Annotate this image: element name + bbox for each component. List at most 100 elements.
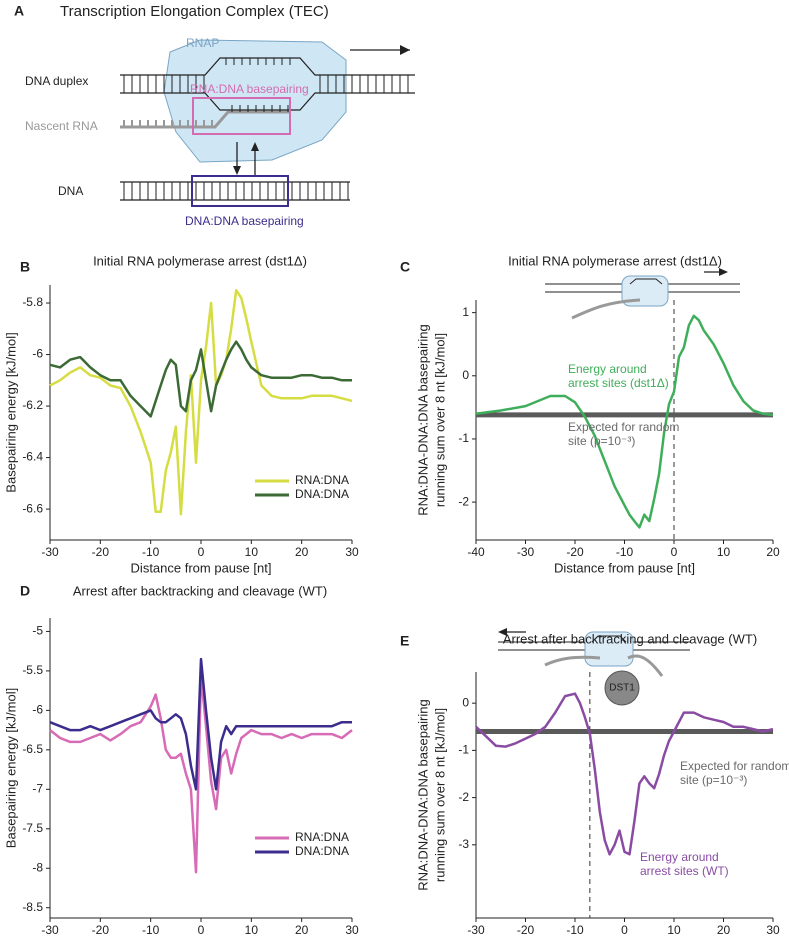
series-line	[475, 314, 774, 529]
icon-rnap	[621, 275, 669, 307]
x-tick-label: -10	[142, 545, 160, 559]
nascent-rna-label: Nascent RNA	[25, 119, 98, 133]
dna-dna-label: DNA:DNA basepairing	[185, 214, 304, 228]
y-tick-label: -7	[32, 781, 43, 795]
annotation: Energy around	[568, 362, 647, 376]
y-tick-label: -2	[458, 790, 469, 804]
y-tick-label: -1	[458, 743, 469, 757]
nascent-rna-strand	[120, 110, 290, 129]
x-tick-label: 0	[621, 923, 628, 937]
backtrack-icon	[498, 628, 690, 706]
panel-letter: A	[14, 3, 24, 19]
y-tick-label: -6.2	[22, 398, 43, 412]
x-tick-label: 20	[295, 545, 309, 559]
chart-title: Arrest after backtracking and cleavage (…	[73, 583, 327, 598]
annotation: site (p=10⁻³)	[568, 434, 635, 448]
base-ticks	[123, 58, 409, 200]
dna-strand	[120, 57, 415, 76]
x-tick-label: 10	[245, 923, 259, 937]
diagram-title: Transcription Elongation Complex (TEC)	[60, 3, 329, 20]
y-axis-label: running sum over 8 nt [kJ/mol]	[432, 708, 447, 882]
rna-dna-label: RNA:DNA basepairing	[190, 82, 309, 96]
x-tick-label: 10	[667, 923, 681, 937]
dna-strand	[120, 92, 415, 111]
annotation: Energy around	[640, 850, 719, 864]
y-tick-label: 1	[462, 305, 469, 319]
legend-label: DNA:DNA	[295, 844, 349, 858]
y-tick-label: -6.6	[22, 501, 43, 515]
tec-diagram: A Transcription Elongation Complex (TEC)…	[14, 3, 415, 228]
panel-letter: D	[20, 583, 30, 599]
panel-letter: E	[400, 633, 409, 649]
x-axis-label: Distance from pause [nt]	[131, 560, 272, 575]
y-tick-label: -6	[32, 703, 43, 717]
y-tick-label: -2	[458, 494, 469, 508]
x-tick-label: 20	[717, 923, 731, 937]
panel-letter: B	[20, 259, 30, 275]
annotation: site (p=10⁻³)	[680, 773, 747, 787]
x-tick-label: -20	[92, 545, 110, 559]
rnap-label: RNAP	[186, 36, 219, 50]
y-tick-label: 0	[462, 695, 469, 709]
icon-bubble	[591, 635, 627, 643]
arrow-head	[400, 45, 410, 55]
y-tick-label: -8	[32, 860, 43, 874]
x-tick-label: 0	[671, 545, 678, 559]
y-tick-label: -6.5	[22, 742, 43, 756]
legend-label: DNA:DNA	[295, 487, 349, 501]
dna-dna-box	[191, 175, 289, 207]
arrow-head	[498, 628, 507, 636]
x-axis-label: Distance from pause [nt]	[554, 938, 695, 940]
x-tick-label: -20	[517, 923, 535, 937]
annotation: arrest sites (dst1Δ)	[568, 376, 669, 390]
x-tick-label: 0	[198, 545, 205, 559]
y-tick-label: 0	[462, 368, 469, 382]
annotation: arrest sites (WT)	[640, 864, 729, 878]
arrow-head	[233, 166, 241, 175]
y-tick-label: -5.5	[22, 663, 43, 677]
legend-label: RNA:DNA	[295, 473, 349, 487]
x-tick-label: 20	[766, 545, 780, 559]
x-tick-label: 30	[345, 545, 359, 559]
y-axis-label: RNA:DNA-DNA:DNA basepairing	[415, 324, 430, 515]
dna-duplex-label: DNA duplex	[25, 74, 88, 88]
x-tick-label: -10	[566, 923, 584, 937]
rna-dna-box	[192, 97, 291, 135]
x-tick-label: -30	[41, 545, 59, 559]
x-tick-label: 20	[295, 923, 309, 937]
x-tick-label: -30	[467, 923, 485, 937]
tec-icon	[545, 268, 740, 320]
x-tick-label: 10	[245, 545, 259, 559]
x-tick-label: -20	[92, 923, 110, 937]
x-tick-label: 0	[198, 923, 205, 937]
annotation: Expected for random	[680, 759, 789, 773]
y-axis-label: RNA:DNA-DNA:DNA basepairing	[415, 699, 430, 890]
y-axis-label: Basepairing energy [kJ/mol]	[3, 688, 18, 848]
series-line	[49, 288, 353, 516]
dna-label: DNA	[58, 184, 83, 198]
x-tick-label: -30	[41, 923, 59, 937]
chart-title: Initial RNA polymerase arrest (dst1Δ)	[508, 253, 722, 268]
arrow-head	[251, 142, 259, 151]
y-tick-label: -3	[458, 837, 469, 851]
arrow-head	[719, 268, 728, 276]
x-tick-label: -10	[142, 923, 160, 937]
icon-rna	[544, 655, 601, 667]
series-line	[49, 340, 352, 418]
chart-title: Initial RNA polymerase arrest (dst1Δ)	[93, 253, 307, 268]
x-axis-label: Distance from pause [nt]	[554, 560, 695, 575]
y-tick-label: -1	[458, 431, 469, 445]
series-line	[49, 657, 352, 791]
x-tick-label: -10	[616, 545, 634, 559]
x-tick-label: -40	[467, 545, 485, 559]
y-tick-label: -7.5	[22, 821, 43, 835]
y-tick-label: -6.4	[22, 450, 43, 464]
annotation: Expected for random	[568, 420, 679, 434]
x-axis-label: Distance from pause [nt]	[131, 938, 272, 940]
dst1-circle	[604, 670, 640, 706]
x-tick-label: -30	[517, 545, 535, 559]
icon-label: DST1	[609, 683, 635, 694]
icon-rna	[571, 298, 641, 320]
x-tick-label: 30	[766, 923, 780, 937]
